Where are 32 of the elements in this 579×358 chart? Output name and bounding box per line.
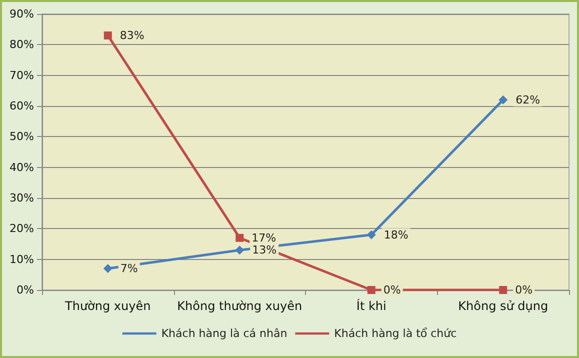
y-tick-label: 80% xyxy=(10,38,34,52)
y-tick-label: 10% xyxy=(10,252,34,266)
point xyxy=(104,31,112,40)
y-tick-label: 50% xyxy=(10,130,34,144)
y-tick-label: 30% xyxy=(10,192,34,204)
point xyxy=(103,264,112,274)
y-tick-label: 40% xyxy=(10,160,34,174)
data-label: 7% xyxy=(120,262,138,276)
y-tick-label: 20% xyxy=(10,222,34,236)
legend-label: Khách hàng là cá nhân xyxy=(161,327,288,340)
point xyxy=(235,246,244,255)
legend-label: Khách hàng là tổ chức xyxy=(334,327,457,340)
y-tick-label: 70% xyxy=(10,68,34,82)
point xyxy=(499,286,508,294)
x-tick-label: Không sử dụng xyxy=(458,299,548,313)
data-label: 62% xyxy=(516,93,540,106)
x-tick-label: Thường xuyên xyxy=(64,299,151,313)
data-label: 83% xyxy=(120,28,144,42)
data-label: 0% xyxy=(515,284,533,296)
data-label: 13% xyxy=(252,244,277,257)
point xyxy=(367,286,376,294)
y-tick-label: 60% xyxy=(10,100,34,112)
data-label: 18% xyxy=(384,228,408,242)
x-tick-label: Không thường xuyên xyxy=(177,299,302,313)
point xyxy=(498,95,508,104)
y-tick-label: 90% xyxy=(10,8,34,20)
point xyxy=(366,230,376,240)
data-label: 17% xyxy=(252,231,276,244)
y-tick-label: 0% xyxy=(16,284,34,296)
x-tick-label: Ít khi xyxy=(356,298,386,313)
point xyxy=(236,234,244,242)
data-label: 0% xyxy=(383,284,401,296)
